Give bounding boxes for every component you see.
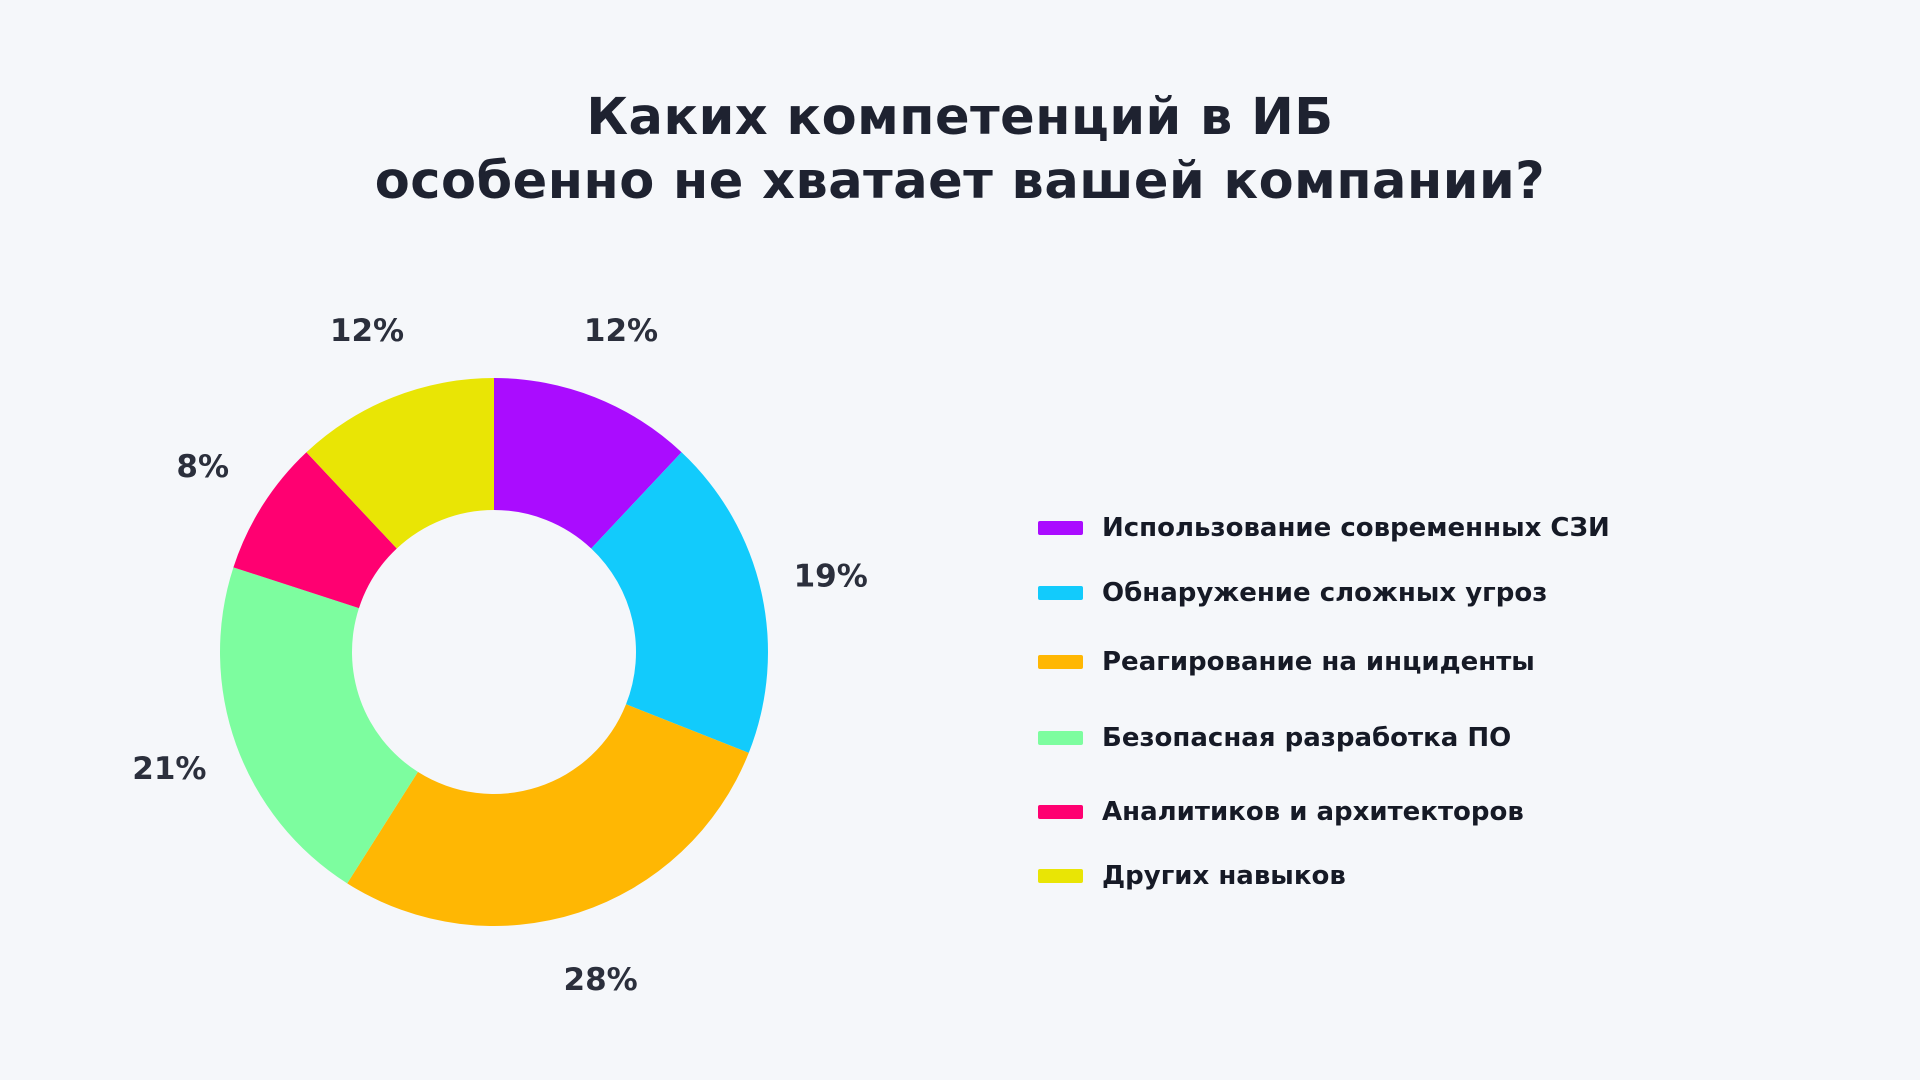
legend-label: Безопасная разработка ПО (1102, 723, 1512, 753)
legend-label: Обнаружение сложных угроз (1102, 578, 1548, 608)
slice-value-label: 28% (564, 962, 638, 998)
donut-slice (219, 567, 418, 884)
slice-value-label: 19% (794, 559, 868, 595)
legend-item: Использование современных СЗИ (1038, 510, 1610, 546)
donut-slice (347, 704, 749, 926)
legend-swatch (1038, 805, 1083, 819)
chart-title: Каких компетенций в ИБ особенно не хвата… (0, 86, 1920, 214)
legend-swatch (1038, 655, 1083, 669)
chart-title-line-2: особенно не хватает вашей компании? (374, 152, 1546, 211)
slice-value-label: 21% (132, 751, 206, 787)
legend-item: Реагирование на инциденты (1038, 644, 1535, 680)
legend-item: Других навыков (1038, 858, 1346, 894)
legend-label: Использование современных СЗИ (1102, 513, 1610, 543)
donut-slice (306, 378, 494, 549)
donut-slice (233, 452, 397, 609)
legend-label: Других навыков (1102, 861, 1346, 891)
legend-swatch (1038, 586, 1083, 600)
legend-label: Реагирование на инциденты (1102, 647, 1535, 677)
legend: Использование современных СЗИ Обнаружени… (1038, 0, 1888, 1080)
legend-item: Обнаружение сложных угроз (1038, 575, 1547, 611)
slice-value-label: 12% (584, 313, 658, 349)
legend-label: Аналитиков и архитекторов (1102, 797, 1524, 827)
slice-value-label: 12% (330, 313, 404, 349)
legend-swatch (1038, 869, 1083, 883)
chart-title-line-1: Каких компетенций в ИБ (586, 88, 1334, 147)
legend-item: Безопасная разработка ПО (1038, 720, 1511, 756)
legend-swatch (1038, 731, 1083, 745)
donut-slice (494, 378, 682, 549)
slice-value-label: 8% (176, 449, 229, 485)
donut-slice (591, 452, 768, 753)
legend-swatch (1038, 521, 1083, 535)
legend-item: Аналитиков и архитекторов (1038, 794, 1524, 830)
